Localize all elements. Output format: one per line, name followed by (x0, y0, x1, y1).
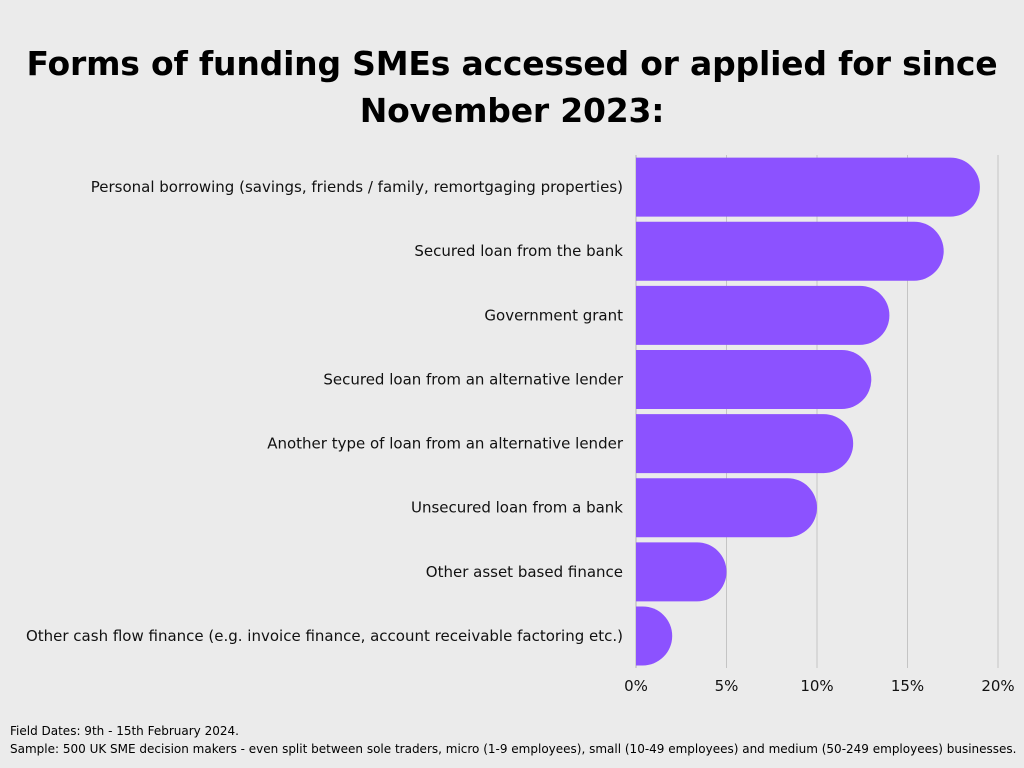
x-tick-label: 20% (981, 677, 1014, 695)
bar-6 (636, 478, 817, 538)
category-label: Other cash flow finance (e.g. invoice fi… (26, 627, 623, 645)
bar-5 (636, 414, 854, 474)
category-label: Government grant (484, 306, 623, 324)
category-label: Another type of loan from an alternative… (267, 435, 624, 453)
category-label: Personal borrowing (savings, friends / f… (91, 178, 623, 196)
bars (636, 157, 980, 666)
bar-8 (636, 606, 673, 666)
x-tick-label: 5% (715, 677, 739, 695)
x-tick-label: 0% (624, 677, 648, 695)
category-label: Unsecured loan from a bank (411, 499, 623, 517)
category-labels: Personal borrowing (savings, friends / f… (26, 178, 624, 645)
x-tick-labels: 0% 5% 10% 15% 20% (624, 677, 1015, 695)
footnotes: Field Dates: 9th - 15th February 2024. S… (10, 722, 1016, 758)
field-dates-note: Field Dates: 9th - 15th February 2024. (10, 724, 239, 738)
x-tick-label: 10% (800, 677, 833, 695)
bar-3 (636, 285, 890, 345)
sample-note: Sample: 500 UK SME decision makers - eve… (10, 742, 1017, 756)
x-tick-label: 15% (891, 677, 924, 695)
bar-4 (636, 349, 872, 409)
bar-1 (636, 157, 980, 217)
category-label: Other asset based finance (426, 563, 623, 581)
chart-title: Forms of funding SMEs accessed or applie… (26, 44, 998, 130)
category-label: Secured loan from the bank (414, 242, 623, 260)
category-label: Secured loan from an alternative lender (323, 370, 623, 388)
bar-7 (636, 542, 727, 602)
bar-2 (636, 221, 944, 281)
